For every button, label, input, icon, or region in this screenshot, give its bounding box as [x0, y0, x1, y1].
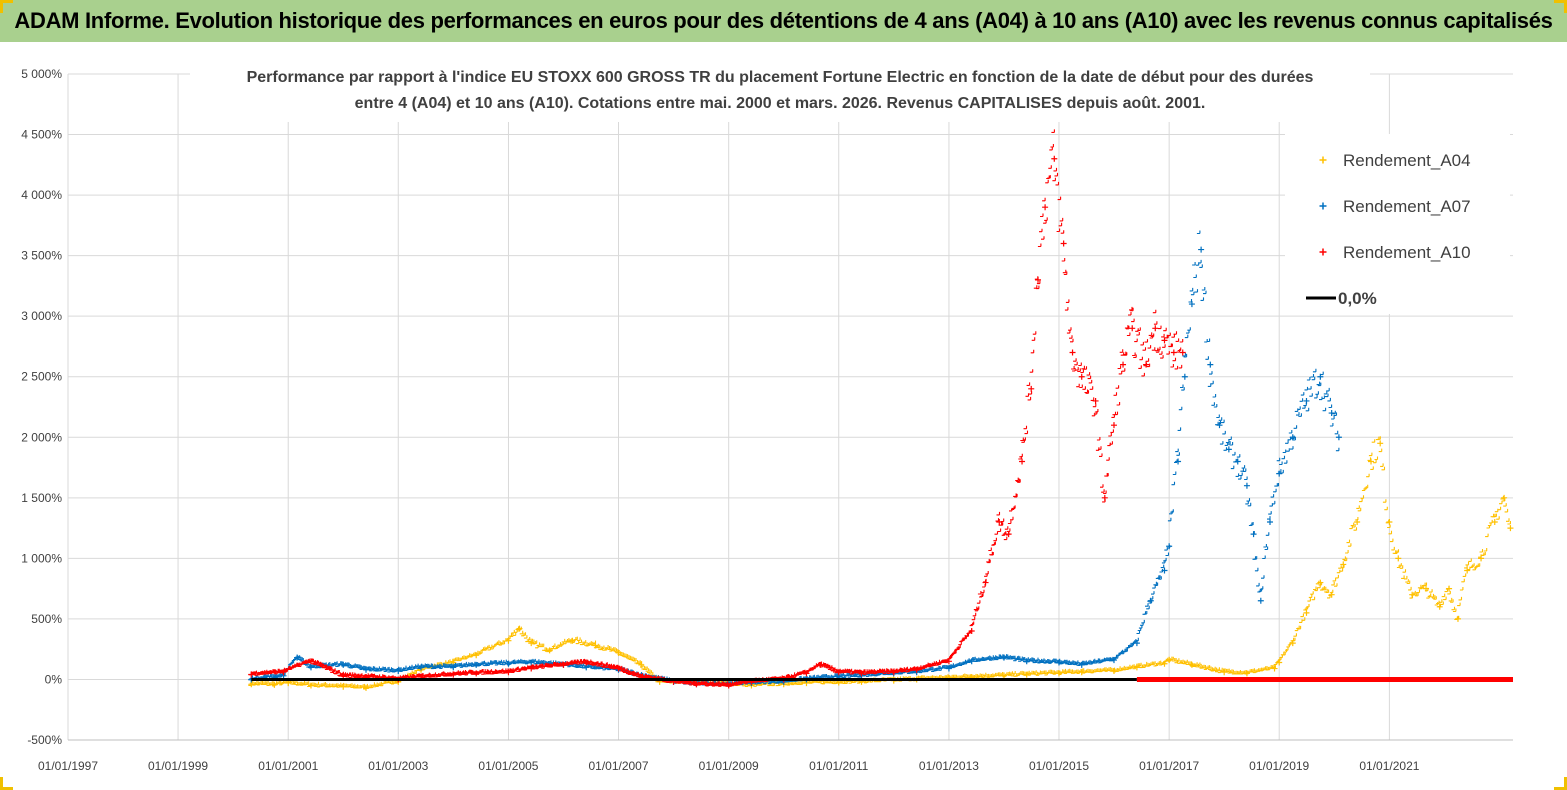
x-tick-label: 01/01/2015 — [1029, 759, 1089, 773]
data-point — [1110, 422, 1117, 429]
data-point — [1464, 567, 1471, 574]
data-point — [1060, 240, 1067, 247]
legend-label: Rendement_A04 — [1343, 151, 1471, 170]
y-tick-label: 1 500% — [21, 491, 62, 505]
series-Rendement_A04 — [248, 436, 1514, 691]
data-point — [1051, 155, 1058, 162]
data-point-cloud — [248, 230, 1340, 687]
data-point — [1198, 246, 1205, 253]
data-point-cloud — [248, 436, 1511, 690]
corner-mark — [0, 0, 13, 13]
data-point — [1257, 597, 1264, 604]
y-tick-label: 2 500% — [21, 370, 62, 384]
data-point — [1181, 373, 1188, 380]
data-marks — [248, 129, 1514, 691]
x-tick-label: 01/01/2021 — [1359, 759, 1419, 773]
legend: Rendement_A04 Rendement_A07 Rendement_A10 0… — [1285, 134, 1510, 314]
data-point — [1303, 609, 1310, 616]
y-tick-label: 0% — [45, 672, 63, 686]
data-point — [1501, 494, 1508, 501]
data-point — [1161, 337, 1168, 344]
x-tick-label: 01/01/1997 — [38, 759, 98, 773]
data-point — [1170, 349, 1177, 356]
chart-title: Performance par rapport à l'indice EU ST… — [190, 54, 1370, 122]
y-tick-label: -500% — [27, 733, 62, 747]
legend-label: Rendement_A07 — [1343, 197, 1471, 216]
legend-marker — [1319, 248, 1327, 256]
data-point — [1267, 519, 1274, 526]
y-tick-label: 4 000% — [21, 188, 62, 202]
data-point-cloud — [248, 129, 1184, 687]
legend-label: Rendement_A10 — [1343, 243, 1471, 262]
data-point — [1328, 410, 1335, 417]
legend-box — [1285, 134, 1510, 314]
y-tick-label: 3 500% — [21, 249, 62, 263]
data-point — [1188, 301, 1195, 308]
chart-title-line-1: Performance par rapport à l'indice EU ST… — [247, 69, 1314, 86]
y-tick-label: 1 000% — [21, 551, 62, 565]
data-point — [1507, 525, 1514, 532]
legend-marker — [1319, 202, 1327, 210]
corner-mark — [1554, 777, 1567, 790]
data-point — [1175, 458, 1182, 465]
axes: -500% 0% 500% 1 000% 1 500% 2 000% 2 500% 3 000… — [21, 67, 1513, 773]
data-point — [1207, 361, 1214, 368]
data-point — [1386, 519, 1393, 526]
x-tick-label: 01/01/2001 — [258, 759, 318, 773]
corner-mark — [0, 777, 13, 790]
x-tick-label: 01/01/1999 — [148, 759, 208, 773]
legend-label: 0,0% — [1338, 289, 1377, 308]
y-tick-label: 500% — [31, 612, 62, 626]
data-point — [1395, 555, 1402, 562]
data-point — [1120, 361, 1127, 368]
series-Rendement_A10 — [248, 129, 1186, 689]
y-tick-label: 2 000% — [21, 430, 62, 444]
chart-title-line-2: entre 4 (A04) et 10 ans (A10). Cotations… — [355, 95, 1206, 112]
data-point — [1129, 325, 1136, 332]
data-point — [1335, 434, 1342, 441]
corner-mark — [1554, 0, 1567, 13]
y-tick-label: 4 500% — [21, 128, 62, 142]
y-tick-label: 3 000% — [21, 309, 62, 323]
data-point — [1243, 482, 1250, 489]
legend-marker — [1319, 156, 1327, 164]
data-point — [1340, 561, 1347, 568]
x-tick-label: 01/01/2007 — [588, 759, 648, 773]
x-tick-label: 01/01/2011 — [809, 759, 868, 773]
x-tick-label: 01/01/2005 — [478, 759, 538, 773]
data-point — [1042, 204, 1049, 211]
data-point — [1179, 349, 1186, 356]
data-point — [1377, 440, 1384, 447]
data-point — [1019, 458, 1026, 465]
data-point — [1152, 325, 1159, 332]
y-tick-label: 5 000% — [21, 67, 62, 81]
x-tick-label: 01/01/2017 — [1139, 759, 1199, 773]
data-point — [1028, 385, 1035, 392]
page-title: ADAM Informe. Evolution historique des p… — [0, 0, 1567, 42]
x-tick-label: 01/01/2013 — [919, 759, 979, 773]
performance-chart: -500% 0% 500% 1 000% 1 500% 2 000% 2 500% 3 000… — [21, 54, 1514, 773]
x-tick-label: 01/01/2003 — [368, 759, 428, 773]
data-point — [1069, 349, 1076, 356]
x-tick-label: 01/01/2019 — [1249, 759, 1309, 773]
data-point — [1491, 519, 1498, 526]
x-tick-label: 01/01/2009 — [699, 759, 759, 773]
data-point — [1078, 373, 1085, 380]
